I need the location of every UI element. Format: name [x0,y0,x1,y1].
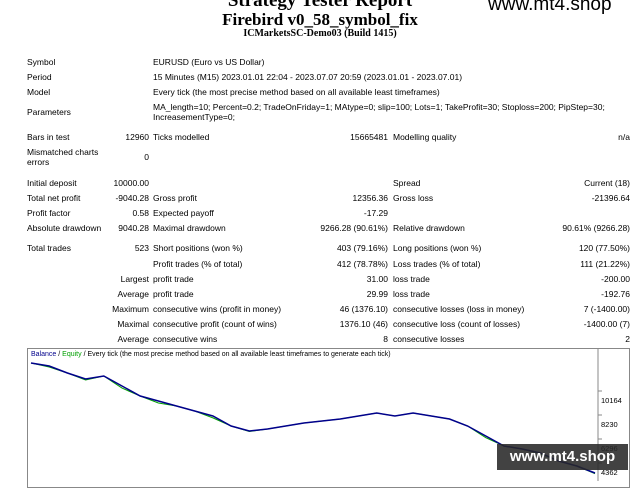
row-label: Total net profit [27,193,81,203]
row-label: Period [27,72,52,82]
watermark: www.mt4.shop [488,0,612,15]
row-cell: consecutive losses [393,334,465,344]
row-label: Mismatched charts errors [27,147,99,167]
row-cell: 90.61% (9266.28) [562,223,630,233]
row-label: Model [27,87,51,97]
row-label: Absolute drawdown [27,223,102,233]
row-label: Symbol [27,57,56,67]
row-label: Parameters [27,107,71,117]
row-cell: 46 (1376.10) [339,304,388,314]
server-name: ICMarketsSC-Demo03 (Build 1415) [243,28,397,39]
legend-entry: Balance [31,351,57,358]
row-cell: MA_length=10; Percent=0.2; TradeOnFriday… [153,102,605,122]
row-cell: 120 (77.50%) [578,243,630,253]
row-cell: Gross loss [393,193,434,203]
row-cell: Expected payoff [153,208,214,218]
row-label: Bars in test [27,132,70,142]
row-cell: 9040.28 [118,223,149,233]
row-cell: Relative drawdown [393,223,465,233]
row-label: Average [117,334,149,344]
y-tick-label: 8230 [601,420,618,429]
row-cell: loss trade [393,274,430,284]
separator: / [83,351,86,358]
row-cell: 7 (-1400.00) [583,304,630,314]
row-cell: EURUSD (Euro vs US Dollar) [153,57,265,67]
row-cell: consecutive loss (count of losses) [393,319,521,329]
row-cell: Ticks modelled [153,132,210,142]
chart-subtitle: Every tick (the most precise method base… [87,351,391,358]
row-cell: -21396.64 [591,193,630,203]
row-cell: 523 [134,243,149,253]
row-cell: -200.00 [601,274,630,284]
row-label: Profit trades (% of total) [153,259,243,269]
y-tick-label: 4362 [601,468,618,477]
row-cell: profit trade [153,289,194,299]
row-cell: 0 [144,152,149,162]
row-label: Initial deposit [27,178,77,188]
legend-entry: Equity [62,351,82,358]
row-cell: loss trade [393,289,430,299]
row-cell: 12960 [125,132,149,142]
row-cell: 15 Minutes (M15) 2023.01.01 22:04 - 2023… [153,72,463,82]
row-label: Profit factor [27,208,71,218]
row-cell: Modelling quality [393,132,457,142]
row-cell: consecutive profit (count of wins) [153,319,277,329]
row-cell: 0.58 [132,208,149,218]
row-cell: 12356.36 [352,193,388,203]
row-cell: profit trade [153,274,194,284]
row-cell: consecutive wins [153,334,218,344]
row-cell: Loss trades (% of total) [393,259,481,269]
row-label: Largest [120,274,149,284]
row-label: Average [117,289,149,299]
row-label: Maximal [117,319,149,329]
row-cell: -1400.00 (7) [583,319,630,329]
row-cell: -9040.28 [115,193,149,203]
row-cell: consecutive losses (loss in money) [393,304,525,314]
row-cell: 1376.10 (46) [339,319,388,329]
row-cell: Every tick (the most precise method base… [153,87,440,97]
row-cell: 403 (79.16%) [336,243,388,253]
row-cell: Gross profit [153,193,197,203]
row-cell: Short positions (won %) [153,243,243,253]
badge: www.mt4.shop [497,444,628,470]
row-cell: Current (18) [584,178,630,188]
row-cell: 10000.00 [113,178,149,188]
row-cell: consecutive wins (profit in money) [153,304,282,314]
row-cell: 9266.28 (90.61%) [320,223,388,233]
row-label: Total trades [27,243,71,253]
row-cell: n/a [618,132,630,142]
row-cell: -192.76 [601,289,630,299]
separator: / [58,351,61,358]
row-cell: 8 [383,334,388,344]
row-cell: 2 [625,334,630,344]
row-cell: 412 (78.78%) [336,259,388,269]
row-cell: -17.29 [363,208,388,218]
row-cell: 29.99 [366,289,388,299]
chart-legend: Balance / Equity / Every tick (the most … [31,351,391,358]
row-cell: Long positions (won %) [393,243,482,253]
report-subtitle: Firebird v0_58_symbol_fix [222,10,418,29]
row-cell: 15665481 [350,132,388,142]
report-title: Strategy Tester Report [227,0,413,11]
row-cell: Spread [393,178,421,188]
row-label: Maximum [112,304,149,314]
y-tick-label: 10164 [601,396,622,405]
row-cell: 111 (21.22%) [580,259,630,269]
row-cell: 31.00 [366,274,388,284]
row-cell: Maximal drawdown [153,223,226,233]
